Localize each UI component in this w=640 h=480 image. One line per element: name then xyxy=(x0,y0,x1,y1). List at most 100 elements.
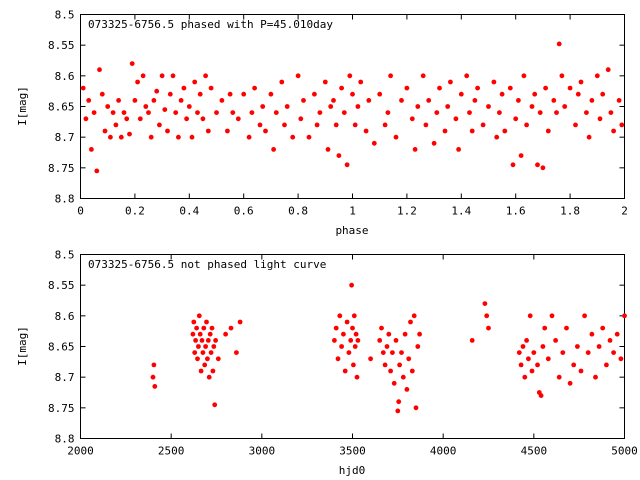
data-point xyxy=(351,313,357,319)
data-point xyxy=(475,85,480,91)
y-tick-label: 8.55 xyxy=(48,39,75,52)
data-point xyxy=(518,153,524,159)
data-point xyxy=(611,350,616,355)
data-point xyxy=(535,162,540,168)
data-point xyxy=(351,362,356,368)
data-point xyxy=(352,122,358,128)
data-point xyxy=(118,134,124,140)
data-point xyxy=(406,356,412,362)
data-point xyxy=(332,338,337,343)
data-point xyxy=(350,91,355,97)
data-point xyxy=(420,73,426,79)
data-point xyxy=(341,110,347,115)
data-point xyxy=(554,110,559,115)
data-point xyxy=(467,110,472,115)
data-point xyxy=(458,91,464,97)
data-point xyxy=(80,85,86,91)
y-tick-label: 8.75 xyxy=(48,402,75,415)
data-point xyxy=(380,350,386,355)
data-point xyxy=(170,73,176,79)
data-point xyxy=(102,128,108,134)
phased-light-curve-panel: 0 0.2 0.4 0.6 0.8 1 1.2 1.4 1.6 1.8 2 8.5 8.55 8.6 8.6… xyxy=(16,9,628,238)
data-point xyxy=(377,91,383,97)
data-point xyxy=(301,98,306,103)
data-point xyxy=(342,368,348,374)
data-point xyxy=(200,350,206,355)
data-point xyxy=(213,338,219,343)
x-tick-label: 1.4 xyxy=(451,205,471,218)
data-point xyxy=(404,85,410,91)
data-point xyxy=(260,104,266,109)
data-point xyxy=(339,85,344,91)
data-point xyxy=(346,350,352,355)
x-tick-label: 0 xyxy=(77,205,84,218)
x-axis-label: phase xyxy=(335,224,368,237)
data-point xyxy=(363,128,369,134)
data-point xyxy=(434,110,440,115)
data-point xyxy=(549,313,555,319)
data-point xyxy=(143,104,149,109)
data-point xyxy=(205,128,211,134)
data-point xyxy=(366,98,372,103)
data-point xyxy=(151,362,157,368)
data-point xyxy=(344,162,350,168)
data-point xyxy=(560,350,566,355)
x-axis-label: hjd0 xyxy=(339,464,366,477)
y-tick-label: 8.65 xyxy=(48,341,75,354)
data-point xyxy=(456,147,461,152)
data-point xyxy=(335,356,341,362)
x-tick-label: 4500 xyxy=(521,445,548,458)
data-point xyxy=(181,85,187,91)
data-point xyxy=(400,374,406,380)
data-point xyxy=(586,134,592,140)
data-point xyxy=(162,107,168,112)
y-tick-label: 8.8 xyxy=(55,193,75,206)
data-point xyxy=(257,122,263,128)
data-point xyxy=(597,116,603,122)
data-point xyxy=(619,122,625,128)
data-point xyxy=(497,110,502,115)
data-point xyxy=(616,98,622,103)
data-point xyxy=(205,338,211,343)
data-point xyxy=(193,338,199,343)
data-point xyxy=(607,338,613,343)
data-point xyxy=(594,73,600,79)
data-point xyxy=(83,116,89,122)
x-tick-label: 1 xyxy=(349,205,356,218)
data-point xyxy=(386,331,392,337)
data-point xyxy=(385,110,391,115)
data-point xyxy=(328,104,334,109)
data-point xyxy=(341,331,346,337)
data-point xyxy=(94,168,100,174)
data-point xyxy=(526,356,531,362)
y-tick-label: 8.7 xyxy=(55,131,75,144)
data-point xyxy=(135,79,141,85)
x-tick-label: 0.4 xyxy=(179,205,199,218)
data-point xyxy=(589,331,595,337)
data-point xyxy=(520,344,526,349)
data-point xyxy=(513,116,519,122)
data-point xyxy=(165,128,170,134)
data-point xyxy=(545,128,551,134)
data-point xyxy=(556,41,562,47)
data-point xyxy=(538,393,544,398)
data-point xyxy=(91,110,97,115)
data-point xyxy=(110,110,116,115)
data-point xyxy=(190,331,196,337)
data-point xyxy=(208,350,214,355)
data-point xyxy=(600,91,606,97)
data-point xyxy=(540,165,546,171)
data-point xyxy=(535,362,540,368)
data-point xyxy=(396,399,402,405)
data-point xyxy=(336,153,342,159)
data-point xyxy=(333,325,339,331)
data-point xyxy=(202,362,208,368)
x-tick-label: 0.8 xyxy=(288,205,308,218)
y-tick-label: 8.5 xyxy=(55,9,75,22)
data-point xyxy=(585,350,591,355)
data-point xyxy=(333,122,339,128)
data-point xyxy=(86,98,92,103)
data-point xyxy=(559,73,565,79)
data-point xyxy=(196,313,202,319)
data-point xyxy=(499,91,505,97)
